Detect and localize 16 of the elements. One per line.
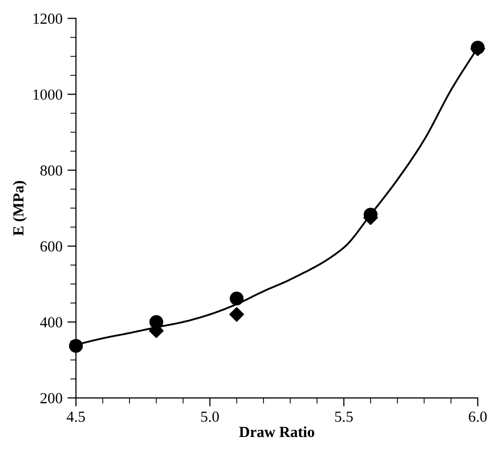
point <box>149 315 164 329</box>
y-tick-label: 600 <box>40 241 62 252</box>
y-tick-label: 200 <box>40 393 62 404</box>
y-tick-label: 400 <box>40 317 62 328</box>
x-tick-label: 4.5 <box>66 412 85 422</box>
y-tick-label: 1000 <box>34 89 62 100</box>
x-axis-title: Draw Ratio <box>239 426 314 438</box>
x-tick-label: 5.0 <box>201 412 219 422</box>
y-axis-title: E (MPa) <box>12 181 27 236</box>
y-tick-label: 1200 <box>34 14 62 24</box>
point <box>69 339 83 353</box>
y-tick-label: 800 <box>40 165 62 176</box>
x-tick-label: 5.5 <box>335 412 353 422</box>
point <box>230 292 244 306</box>
point <box>229 307 244 322</box>
x-tick-label: 6.0 <box>468 412 487 422</box>
